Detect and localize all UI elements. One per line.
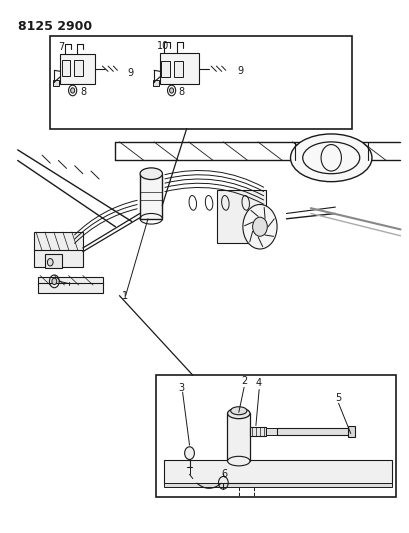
- Bar: [34, 249, 83, 266]
- Bar: [217, 190, 265, 243]
- Bar: [347, 425, 354, 437]
- Text: 6: 6: [221, 469, 227, 479]
- Polygon shape: [164, 483, 391, 487]
- Bar: [38, 277, 103, 285]
- Bar: [38, 284, 103, 293]
- Circle shape: [47, 259, 53, 266]
- Bar: [74, 60, 83, 76]
- Bar: [50, 36, 351, 128]
- Ellipse shape: [230, 407, 246, 415]
- Bar: [153, 80, 159, 86]
- Text: 8125 2900: 8125 2900: [18, 20, 92, 33]
- Bar: [160, 53, 198, 84]
- Text: 4: 4: [255, 378, 261, 389]
- Text: 5: 5: [335, 393, 341, 403]
- Bar: [61, 60, 70, 76]
- Circle shape: [169, 88, 173, 93]
- Bar: [34, 232, 83, 251]
- Bar: [156, 375, 396, 497]
- Bar: [174, 61, 183, 77]
- Bar: [45, 254, 61, 268]
- Circle shape: [252, 217, 267, 236]
- Bar: [265, 427, 278, 435]
- Text: 3: 3: [178, 383, 184, 393]
- Circle shape: [242, 205, 276, 249]
- Text: 7: 7: [58, 42, 65, 52]
- Circle shape: [52, 278, 56, 285]
- Circle shape: [184, 447, 194, 459]
- Text: 1: 1: [121, 291, 127, 301]
- Text: 9: 9: [237, 66, 243, 76]
- Ellipse shape: [140, 168, 162, 180]
- Text: 9: 9: [127, 68, 133, 78]
- Ellipse shape: [290, 134, 371, 182]
- Bar: [139, 174, 162, 219]
- Ellipse shape: [227, 408, 249, 419]
- Bar: [227, 414, 249, 461]
- Text: 8: 8: [178, 87, 184, 97]
- Text: 2: 2: [240, 376, 247, 386]
- Circle shape: [70, 88, 74, 93]
- Bar: [161, 61, 170, 77]
- Polygon shape: [164, 460, 391, 484]
- Bar: [277, 428, 348, 434]
- Ellipse shape: [227, 456, 249, 466]
- Bar: [249, 426, 265, 436]
- Text: 8: 8: [81, 87, 87, 97]
- Bar: [53, 80, 59, 86]
- Text: 10: 10: [157, 41, 169, 51]
- Bar: [60, 54, 95, 84]
